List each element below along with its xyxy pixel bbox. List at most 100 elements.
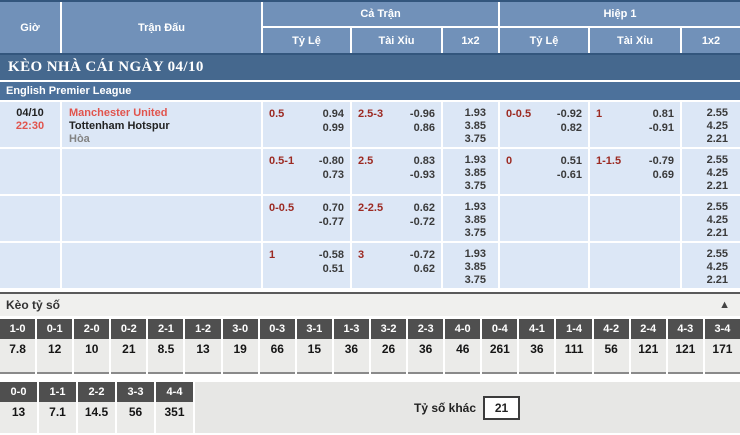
other-score-label: Tỷ số khác (414, 400, 477, 415)
score-odds-cell[interactable]: 0-3 66 (259, 319, 295, 374)
collapse-icon[interactable]: ▲ (719, 299, 730, 311)
score-badge: 1-1 (39, 382, 76, 402)
full-time-handicap-cell[interactable]: 0-0.5 0.70 -0.77 (263, 196, 352, 241)
full-time-handicap-cell[interactable]: 0.5 0.94 0.99 (263, 102, 352, 147)
odds-table-header: Giờ Trận Đấu Cả Trận Tỷ Lệ Tài Xỉu 1x2 H… (0, 0, 740, 55)
score-odds-cell[interactable]: 4-3 121 (667, 319, 703, 374)
score-odds-cell[interactable]: 4-1 36 (519, 319, 555, 374)
score-odds-cell[interactable]: 3-0 19 (222, 319, 258, 374)
score-odds-cell[interactable]: 1-4 111 (556, 319, 592, 374)
score-odds-cell[interactable]: 4-4 351 (156, 382, 193, 433)
header-full-match: Cả Trận (263, 2, 498, 28)
full-time-handicap-cell[interactable]: 0.5-1 -0.80 0.73 (263, 149, 352, 194)
odds-value: -0.91 (648, 122, 674, 134)
score-odds-cell[interactable]: 3-3 56 (117, 382, 154, 433)
score-odds-cell[interactable]: 2-2 14.5 (78, 382, 115, 433)
score-odds-value: 26 (381, 342, 396, 356)
odds-value: 0.70 (322, 202, 344, 214)
score-odds-cell[interactable]: 0-1 12 (37, 319, 73, 374)
odds-row: 0.5-1 -0.80 0.73 2.5 0.83 -0.93 1.93 3.85 3.75 0 0… (0, 149, 740, 196)
first-half-handicap-cell (500, 196, 590, 241)
first-half-handicap-cell[interactable]: 0-0.5 -0.92 0.82 (500, 102, 590, 147)
score-odds-value: 19 (233, 342, 247, 356)
full-time-1x2-cell[interactable]: 1.93 3.85 3.75 (443, 196, 500, 241)
full-time-over-under-cell[interactable]: 3 -0.72 0.62 (352, 243, 443, 288)
match-name-cell[interactable]: Manchester United Tottenham Hotspur Hòa (62, 102, 263, 147)
first-half-over-under-cell[interactable]: 1 0.81 -0.91 (590, 102, 682, 147)
score-badge: 2-3 (408, 319, 444, 339)
1x2-odds-value: 3.75 (464, 227, 486, 239)
score-odds-cell[interactable]: 1-2 13 (185, 319, 221, 374)
over-under-odds: 0.62 -0.72 (410, 201, 435, 241)
other-score-odds[interactable]: 21 (483, 395, 521, 420)
match-time-cell (0, 149, 62, 194)
score-odds-value: 351 (164, 405, 185, 419)
header-group-first-half: Hiệp 1 Tỷ Lệ Tài Xỉu 1x2 (500, 2, 740, 53)
first-half-1x2-cell[interactable]: 2.55 4.25 2.21 (682, 243, 740, 288)
full-time-over-under-cell[interactable]: 2-2.5 0.62 -0.72 (352, 196, 443, 241)
over-under-line: 3 (358, 249, 365, 261)
1x2-odds-value: 4.25 (706, 214, 728, 226)
score-odds-value: 121 (675, 342, 696, 356)
full-time-1x2-cell[interactable]: 1.93 3.85 3.75 (443, 102, 500, 147)
score-odds-cell[interactable]: 3-4 171 (704, 319, 740, 374)
score-odds-cell[interactable]: 3-2 26 (370, 319, 407, 374)
match-date: 04/10 (16, 107, 44, 119)
1x2-odds-value: 1.93 (464, 107, 486, 119)
1x2-odds-value: 4.25 (706, 167, 728, 179)
1x2-odds-value: 2.55 (706, 154, 728, 166)
score-odds-value: 36 (344, 342, 359, 356)
score-odds-value: 7.8 (9, 342, 26, 356)
full-time-1x2-cell[interactable]: 1.93 3.85 3.75 (443, 149, 500, 194)
score-odds-cell[interactable]: 1-1 7.1 (39, 382, 76, 433)
full-time-over-under-cell[interactable]: 2.5 0.83 -0.93 (352, 149, 443, 194)
first-half-handicap-cell (500, 243, 590, 288)
match-name-cell (62, 196, 263, 241)
first-half-handicap-cell[interactable]: 0 0.51 -0.61 (500, 149, 590, 194)
score-badge: 0-3 (259, 319, 295, 339)
score-odds-cell[interactable]: 0-4 261 (482, 319, 518, 374)
score-odds-cell[interactable]: 4-2 56 (593, 319, 629, 374)
away-team[interactable]: Tottenham Hotspur (69, 120, 170, 132)
first-half-over-under-cell (590, 196, 682, 241)
first-half-over-under-cell[interactable]: 1-1.5 -0.79 0.69 (590, 149, 682, 194)
first-half-1x2-cell[interactable]: 2.55 4.25 2.21 (682, 149, 740, 194)
score-odds-cell[interactable]: 2-0 10 (74, 319, 110, 374)
home-team[interactable]: Manchester United (69, 107, 168, 119)
full-time-over-under-cell[interactable]: 2.5-3 -0.96 0.86 (352, 102, 443, 147)
odds-value: -0.61 (556, 169, 582, 181)
odds-value: -0.58 (318, 249, 344, 261)
first-half-1x2-cell[interactable]: 2.55 4.25 2.21 (682, 196, 740, 241)
score-odds-cell[interactable]: 2-3 36 (408, 319, 444, 374)
1x2-odds-value: 3.75 (464, 274, 486, 286)
1x2-odds-value: 3.85 (464, 167, 486, 179)
section-title-bar: KÈO NHÀ CÁI NGÀY 04/10 (0, 55, 740, 82)
score-odds-value: 56 (128, 405, 143, 419)
first-half-1x2-cell[interactable]: 2.55 4.25 2.21 (682, 102, 740, 147)
full-time-1x2-cell[interactable]: 1.93 3.85 3.75 (443, 243, 500, 288)
score-section-header: Kèo tỷ số ▲ (0, 292, 740, 316)
odds-value: -0.72 (409, 216, 435, 228)
1x2-odds-value: 2.21 (706, 133, 728, 145)
score-odds-cell[interactable]: 0-2 21 (111, 319, 147, 374)
score-odds-cell[interactable]: 4-0 46 (445, 319, 481, 374)
score-odds-cell[interactable]: 3-1 15 (296, 319, 332, 374)
score-odds-value: 21 (122, 342, 136, 356)
header-group-full-match: Cả Trận Tỷ Lệ Tài Xỉu 1x2 (263, 2, 500, 53)
1x2-odds-value: 1.93 (464, 201, 486, 213)
odds-row: 04/10 22:30 Manchester United Tottenham Hot… (0, 102, 740, 149)
full-time-handicap-cell[interactable]: 1 -0.58 0.51 (263, 243, 352, 288)
1x2-odds-value: 4.25 (706, 120, 728, 132)
score-badge: 3-0 (222, 319, 258, 339)
odds-value: 0.73 (322, 169, 344, 181)
handicap-odds: -0.80 0.73 (319, 154, 344, 194)
score-odds-cell[interactable]: 1-0 7.8 (0, 319, 36, 374)
score-odds-cell[interactable]: 2-4 121 (630, 319, 666, 374)
handicap-value: 0 (506, 155, 513, 167)
header-first-half: Hiệp 1 (500, 2, 740, 28)
score-badge: 0-1 (37, 319, 73, 339)
score-badge: 2-2 (78, 382, 115, 402)
score-odds-cell[interactable]: 0-0 13 (0, 382, 37, 433)
score-odds-cell[interactable]: 1-3 36 (333, 319, 369, 374)
score-odds-cell[interactable]: 2-1 8.5 (148, 319, 184, 374)
